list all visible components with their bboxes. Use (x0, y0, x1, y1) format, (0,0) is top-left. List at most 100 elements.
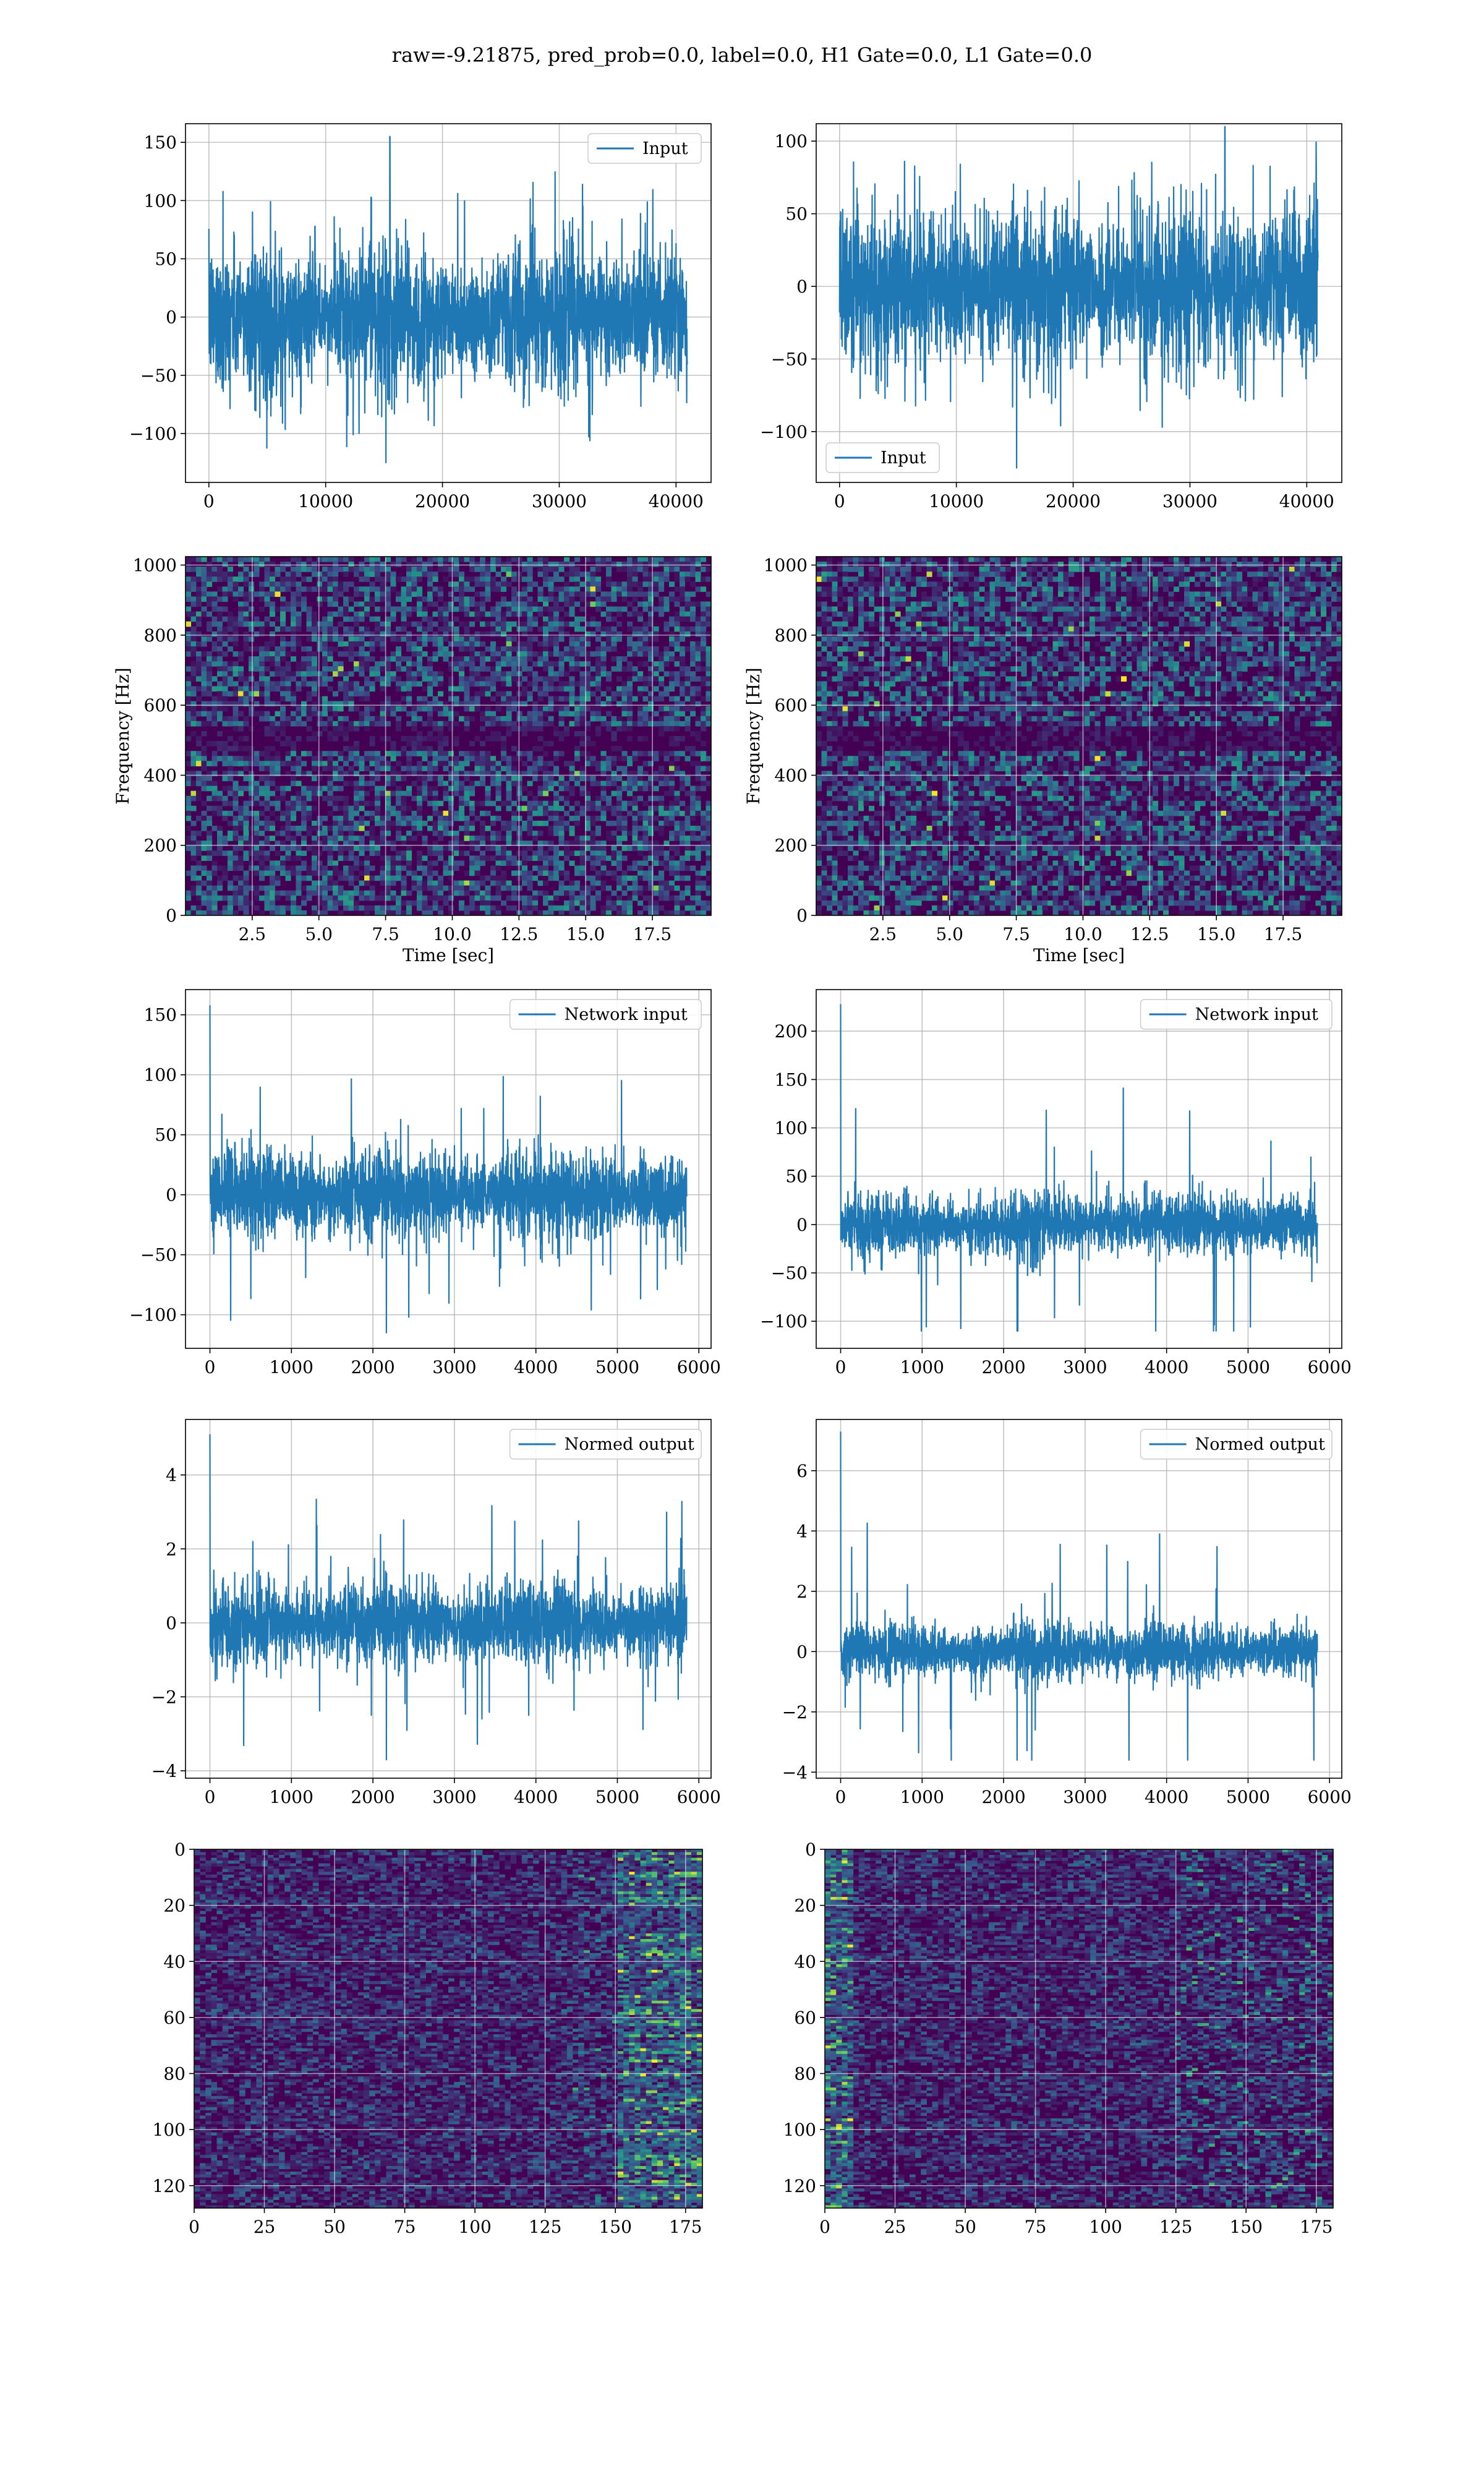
heatmap-cell (627, 681, 633, 687)
heatmap-cell (186, 910, 192, 915)
heatmap-cell (254, 815, 260, 821)
heatmap-cell (427, 621, 433, 627)
heatmap-cell (280, 576, 286, 582)
heatmap-cell (312, 880, 318, 886)
heatmap-cell (338, 716, 344, 722)
heatmap-cell (238, 790, 244, 797)
heatmap-cell (690, 855, 696, 861)
heatmap-cell (574, 706, 581, 712)
heatmap-cell (401, 746, 407, 751)
heatmap-cell (537, 831, 544, 836)
heatmap-cell (343, 855, 349, 861)
heatmap-cell (201, 591, 207, 597)
heatmap-cell (543, 890, 549, 896)
heatmap-cell (259, 776, 265, 782)
heatmap-cell (674, 756, 680, 761)
heatmap-cell (359, 795, 365, 802)
heatmap-cell (553, 616, 560, 622)
heatmap-cell (606, 726, 612, 732)
heatmap-cell (669, 880, 675, 886)
heatmap-cell (207, 596, 213, 602)
heatmap-cell (590, 681, 596, 687)
heatmap-cell (228, 776, 234, 782)
heatmap-cell (317, 860, 323, 867)
heatmap-cell (506, 621, 512, 627)
heatmap-cell (406, 571, 412, 577)
heatmap-cell (553, 790, 560, 797)
heatmap-cell (490, 676, 497, 682)
heatmap-cell (196, 815, 202, 821)
heatmap-cell (490, 581, 497, 587)
heatmap-cell (595, 855, 602, 861)
heatmap-cell (406, 586, 412, 592)
heatmap-cell (680, 910, 686, 915)
heatmap-cell (632, 591, 638, 597)
heatmap-cell (354, 751, 360, 756)
heatmap-cell (417, 771, 423, 777)
heatmap-cell (296, 567, 302, 572)
heatmap-cell (327, 706, 333, 712)
heatmap-cell (291, 611, 297, 617)
heatmap-cell (459, 751, 465, 756)
heatmap-cell (706, 860, 711, 867)
heatmap-cell (327, 790, 333, 797)
heatmap-cell (438, 651, 444, 657)
heatmap-cell (495, 656, 501, 662)
heatmap-cell (684, 562, 691, 567)
heatmap-cell (616, 865, 623, 871)
heatmap-cell (585, 661, 591, 667)
heatmap-cell (669, 736, 675, 742)
heatmap-cell (701, 865, 707, 871)
heatmap-cell (684, 666, 691, 672)
heatmap-cell (232, 626, 239, 632)
heatmap-cell (312, 805, 318, 811)
heatmap-cell (674, 900, 680, 906)
heatmap-cell (706, 631, 711, 637)
heatmap-cell (638, 860, 644, 867)
heatmap-cell (296, 905, 302, 911)
heatmap-cell (627, 905, 633, 911)
heatmap-cell (369, 905, 375, 911)
heatmap-cell (816, 611, 822, 617)
heatmap-cell (312, 651, 318, 657)
heatmap-cell (401, 865, 407, 871)
heatmap-cell (259, 865, 265, 871)
heatmap-cell (585, 557, 591, 562)
heatmap-cell (474, 601, 480, 607)
heatmap-cell (543, 781, 549, 787)
heatmap-cell (427, 686, 433, 692)
heatmap-cell (464, 785, 470, 792)
heatmap-cell (317, 581, 323, 587)
heatmap-cell (653, 591, 659, 597)
heatmap-cell (495, 875, 501, 881)
heatmap-cell (680, 721, 686, 727)
heatmap-cell (207, 681, 213, 687)
heatmap-cell (642, 581, 649, 587)
heatmap-cell (249, 841, 255, 846)
heatmap-cell (821, 820, 827, 826)
heatmap-cell (821, 616, 827, 622)
heatmap-cell (448, 751, 454, 756)
heatmap-cell (196, 885, 202, 891)
heatmap-cell (616, 875, 623, 881)
heatmap-cell (485, 771, 491, 777)
heatmap-cell (317, 885, 323, 891)
heatmap-cell (495, 581, 501, 587)
heatmap-cell (606, 910, 612, 915)
heatmap-cell (396, 751, 402, 756)
heatmap-cell (585, 636, 591, 642)
heatmap-cell (495, 785, 501, 792)
heatmap-cell (243, 880, 249, 886)
heatmap-cell (396, 900, 402, 906)
heatmap-cell (827, 810, 833, 816)
heatmap-cell (669, 831, 675, 836)
heatmap-cell (232, 711, 239, 717)
heatmap-cell (390, 651, 396, 657)
heatmap-cell (432, 885, 438, 891)
heatmap-cell (296, 641, 302, 647)
heatmap-cell (490, 736, 497, 742)
heatmap-cell (684, 905, 691, 911)
heatmap-cell (464, 596, 470, 602)
heatmap-cell (380, 586, 386, 592)
heatmap-cell (548, 741, 554, 747)
